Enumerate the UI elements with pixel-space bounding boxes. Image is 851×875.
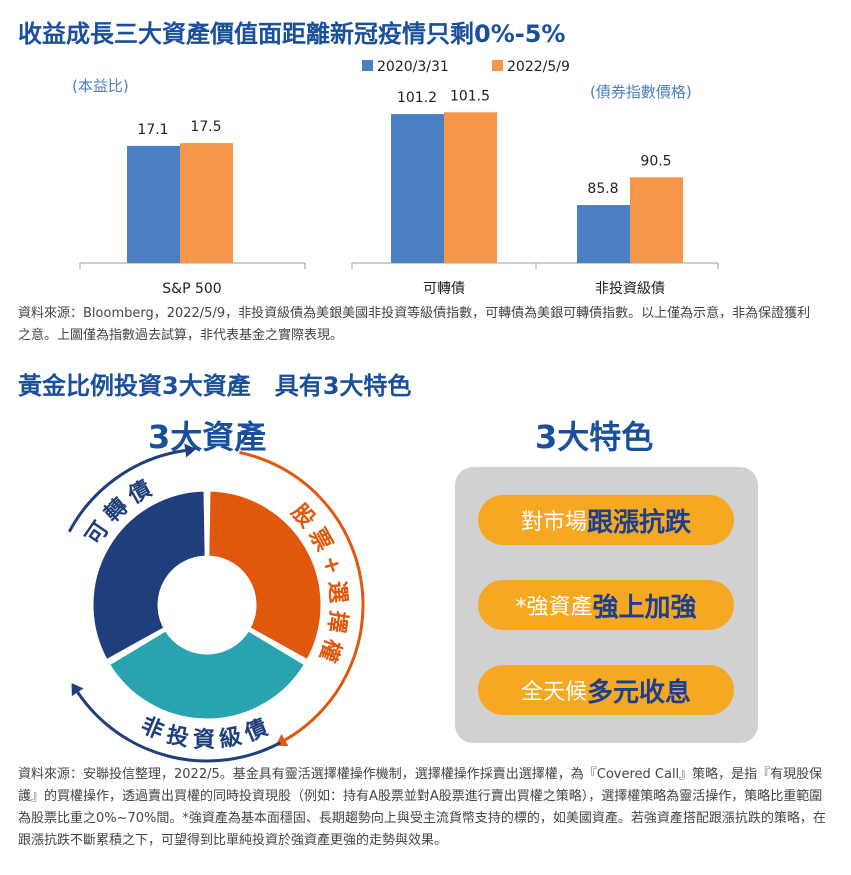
feature-prefix: *強資產 bbox=[515, 595, 593, 620]
bar-2020/3/31 bbox=[127, 145, 180, 263]
features-heading: 3大特色 bbox=[535, 418, 654, 456]
assets-heading: 3大資產 bbox=[148, 418, 267, 456]
donut-segment bbox=[106, 627, 308, 722]
legend-label: 2022/5/9 bbox=[507, 59, 570, 75]
feature-highlight: 跟漲抗跌 bbox=[587, 507, 692, 538]
bar-2022/5/9 bbox=[630, 177, 683, 263]
donut-segment bbox=[206, 488, 324, 663]
arc-arrow-highyield bbox=[76, 691, 281, 763]
data-label: 17.5 bbox=[190, 119, 221, 135]
bar-chart: 17.1 17.5 S&P 500 101.2 101.5 可轉債 85.8 90.5 非投資級… bbox=[72, 59, 719, 297]
bar-2020/3/31 bbox=[577, 205, 630, 263]
arrowhead-icon bbox=[184, 443, 197, 458]
data-label: 17.1 bbox=[137, 122, 168, 138]
feature-highlight: 多元收息 bbox=[587, 677, 692, 708]
chart-source-note: 資料來源：Bloomberg，2022/5/9，非投資級債為美銀美國非投資等級債… bbox=[18, 306, 811, 343]
data-label: 101.2 bbox=[397, 90, 437, 106]
disclaimer-note: 資料來源：安聯投信整理，2022/5。基金具有靈活選擇權操作機制，選擇權操作採賣… bbox=[18, 767, 826, 848]
bar-2022/5/9 bbox=[180, 143, 233, 263]
feature-pill: *強資產 強上加強 bbox=[478, 580, 734, 630]
arc-arrow-convertible bbox=[67, 449, 186, 533]
data-label: 90.5 bbox=[640, 153, 671, 169]
arc-arrow-equity bbox=[239, 450, 365, 742]
bar-2022/5/9 bbox=[444, 112, 497, 263]
feature-prefix: 對市場 bbox=[520, 510, 587, 535]
donut-segment bbox=[90, 488, 208, 663]
feature-pill: 全天候 多元收息 bbox=[478, 665, 734, 715]
bar-2020/3/31 bbox=[391, 114, 444, 264]
chart-title: 收益成長三大資產價值面距離新冠疫情只剩0%-5% bbox=[18, 20, 566, 48]
category-label: 非投資級債 bbox=[595, 281, 665, 297]
feature-pill: 對市場 跟漲抗跌 bbox=[478, 495, 734, 545]
data-label: 101.5 bbox=[450, 88, 490, 104]
feature-prefix: 全天候 bbox=[520, 680, 587, 705]
arrowhead-icon bbox=[71, 683, 84, 697]
legend-swatch bbox=[492, 60, 503, 71]
right-axis-label: (債券指數價格) bbox=[590, 83, 692, 101]
left-axis-label: (本益比) bbox=[72, 77, 129, 95]
legend-label: 2020/3/31 bbox=[377, 59, 449, 75]
feature-highlight: 強上加強 bbox=[592, 592, 697, 623]
legend-swatch bbox=[362, 60, 373, 71]
category-label: 可轉債 bbox=[423, 281, 465, 297]
section-title: 黃金比例投資3大資產 具有3大特色 bbox=[18, 372, 412, 400]
category-label: S&P 500 bbox=[162, 281, 221, 297]
asset-donut: 可轉債 股票+選擇權 非投資級債 bbox=[67, 443, 365, 763]
data-label: 85.8 bbox=[587, 181, 618, 197]
